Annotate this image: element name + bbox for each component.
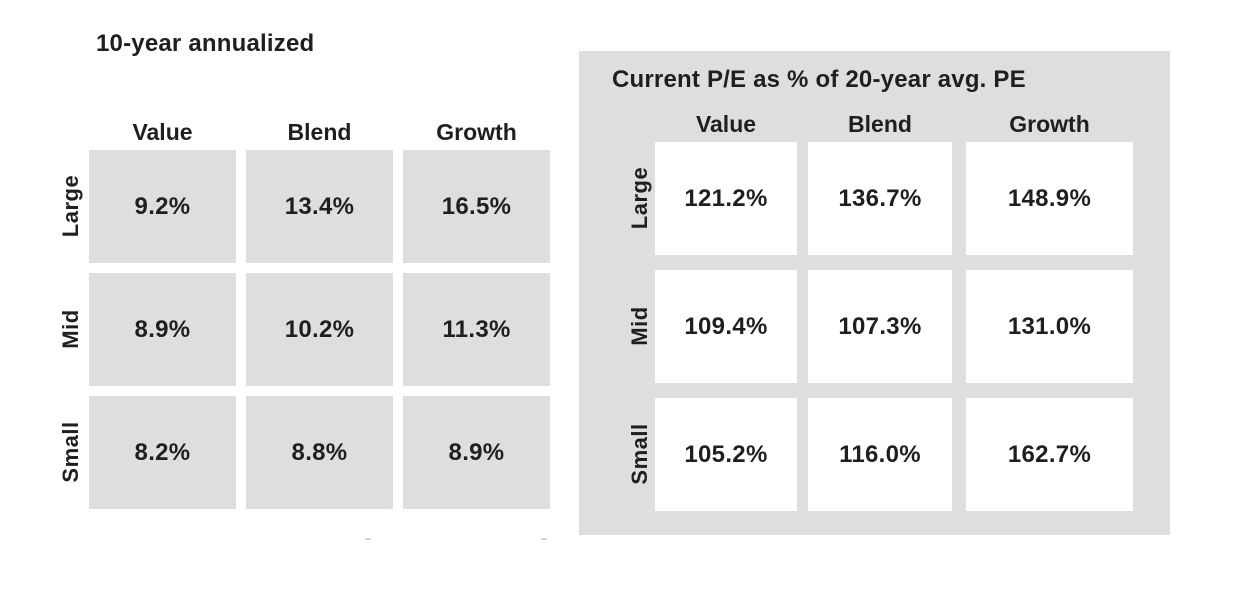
cell-10yr-mid-blend: 10.2% bbox=[246, 273, 393, 386]
cell-pe-mid-growth: 131.0% bbox=[966, 270, 1133, 383]
cell-pe-large-blend: 136.7% bbox=[808, 142, 952, 255]
left-row-label-small: Small bbox=[58, 421, 83, 483]
cell-pe-small-blend: 116.0% bbox=[808, 398, 952, 511]
left-column-header-value: Value bbox=[132, 119, 193, 145]
left-row-label-mid: Mid bbox=[58, 309, 83, 349]
crop-artifact-tick bbox=[365, 538, 371, 540]
left-row-label-large: Large bbox=[58, 174, 83, 238]
cell-10yr-large-growth: 16.5% bbox=[403, 150, 550, 263]
left-table-title: 10-year annualized bbox=[96, 30, 315, 57]
right-table-title: Current P/E as % of 20-year avg. PE bbox=[612, 66, 1026, 93]
right-column-header-growth: Growth bbox=[1009, 111, 1090, 137]
cell-pe-mid-blend: 107.3% bbox=[808, 270, 952, 383]
left-column-header-growth: Growth bbox=[436, 119, 517, 145]
right-row-label-mid: Mid bbox=[627, 306, 652, 346]
right-column-header-value: Value bbox=[695, 111, 757, 137]
cell-10yr-small-value: 8.2% bbox=[89, 396, 236, 509]
right-column-header-blend: Blend bbox=[848, 111, 912, 137]
cell-pe-small-value: 105.2% bbox=[655, 398, 797, 511]
cell-pe-large-value: 121.2% bbox=[655, 142, 797, 255]
cell-10yr-small-blend: 8.8% bbox=[246, 396, 393, 509]
cell-10yr-mid-growth: 11.3% bbox=[403, 273, 550, 386]
left-column-header-blend: Blend bbox=[287, 119, 352, 145]
cell-10yr-mid-value: 8.9% bbox=[89, 273, 236, 386]
cell-pe-large-growth: 148.9% bbox=[966, 142, 1133, 255]
cell-pe-mid-value: 109.4% bbox=[655, 270, 797, 383]
right-row-label-small: Small bbox=[627, 423, 652, 485]
cell-10yr-large-blend: 13.4% bbox=[246, 150, 393, 263]
crop-artifact-tick bbox=[541, 538, 547, 540]
cell-10yr-small-growth: 8.9% bbox=[403, 396, 550, 509]
cell-pe-small-growth: 162.7% bbox=[966, 398, 1133, 511]
right-row-label-large: Large bbox=[627, 166, 652, 230]
cell-10yr-large-value: 9.2% bbox=[89, 150, 236, 263]
